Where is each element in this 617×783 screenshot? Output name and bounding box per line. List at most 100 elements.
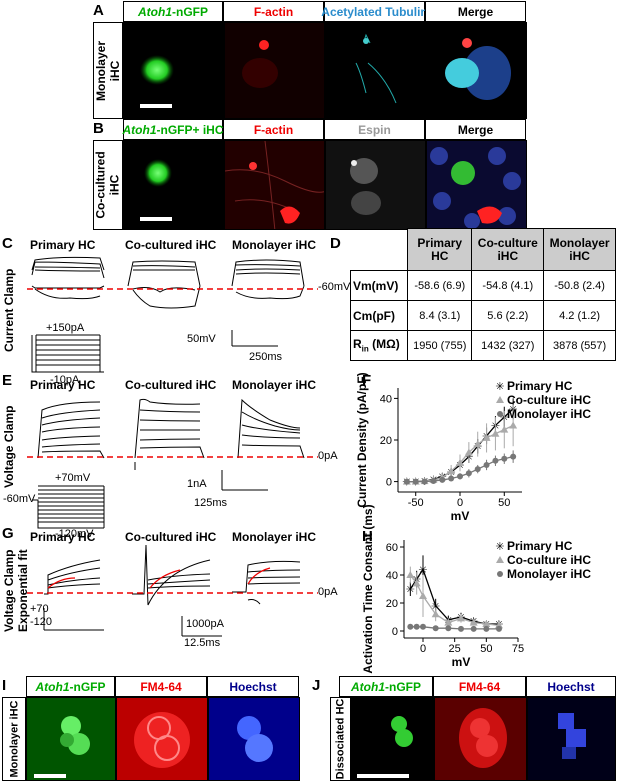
legend-entry: Monolayer iHC	[507, 567, 591, 581]
header-j-fm: FM4-64	[433, 676, 526, 697]
data-point	[421, 478, 428, 485]
scale-i-e: 1nA	[187, 478, 207, 490]
data-point	[501, 455, 508, 462]
hold-label-e: -60mV	[3, 493, 36, 505]
data-point	[496, 556, 504, 563]
x-tick-label: 50	[498, 497, 510, 509]
data-point	[412, 579, 421, 587]
legend-entry: Co-culture iHC	[507, 393, 591, 407]
scale-t-g: 12.5ms	[184, 637, 221, 649]
data-point	[482, 620, 491, 627]
y-axis-label: Activation Time Consant (ms)	[361, 504, 375, 673]
scale-v-c: 50mV	[187, 333, 216, 345]
header-a-tubulin: Acetylated Tubulin	[321, 1, 428, 22]
header-j-gfp: Atoh1 -nGFP	[339, 676, 433, 697]
x-tick-label: 0	[457, 497, 463, 509]
header-b-merge: Merge	[425, 119, 526, 140]
ref-label-c: -60mV	[318, 281, 351, 293]
data-point	[403, 478, 410, 485]
data-point	[412, 478, 419, 485]
x-tick-label: 75	[512, 643, 524, 655]
image-a-merge	[426, 22, 527, 119]
image-a-gfp	[123, 22, 224, 119]
data-point	[419, 592, 427, 599]
table-row: Rin (MΩ) 1950 (755) 1432 (327) 3878 (557…	[349, 330, 616, 361]
col-title-g-2: Co-cultured iHC	[125, 530, 217, 544]
table-row: Vm(mV) -58.6 (6.9) -54.8 (4.1) -50.8 (2.…	[349, 270, 616, 301]
legend-entry: Primary HC	[507, 379, 573, 393]
data-point	[456, 458, 464, 466]
header-b-gfp: Atoh1 -nGFP+ iHC	[123, 119, 224, 140]
data-point: ✳	[495, 540, 504, 553]
data-point: ✳	[495, 380, 504, 393]
data-point	[431, 610, 440, 618]
data-point	[432, 625, 439, 632]
data-point	[473, 440, 482, 448]
image-i-fm	[116, 697, 208, 781]
image-j-fm	[434, 697, 527, 781]
header-a-merge: Merge	[425, 1, 526, 22]
y-tick-label: 20	[386, 598, 398, 610]
panel-letter-h: H	[362, 528, 373, 545]
data-point: ✳	[431, 600, 440, 613]
image-b-espin	[325, 140, 426, 230]
header-i-gfp: Atoh1 -nGFP	[26, 676, 115, 697]
data-point	[491, 429, 500, 437]
data-point	[496, 625, 502, 632]
data-point	[413, 623, 420, 630]
header-i-hoechst: Hoechst	[207, 676, 299, 697]
col-title-e-1: Primary HC	[30, 378, 96, 392]
scale-t-e: 125ms	[194, 497, 228, 509]
data-point	[483, 625, 490, 632]
image-b-factin	[224, 140, 325, 230]
x-tick-label: -50	[408, 497, 424, 509]
panel-letter-a: A	[93, 2, 104, 19]
data-point	[465, 470, 472, 477]
data-point	[496, 396, 504, 403]
x-tick-label: 0	[420, 643, 426, 655]
scale-t-c: 250ms	[249, 351, 283, 363]
legend-entry: Primary HC	[507, 539, 573, 553]
data-point	[458, 625, 464, 632]
col-title-c-1: Primary HC	[30, 238, 96, 252]
col-title-c-3: Monolayer iHC	[232, 238, 317, 252]
panel-letter-b: B	[93, 120, 104, 137]
panel-letter-c: C	[2, 235, 13, 252]
data-point	[439, 476, 446, 483]
data-point	[469, 618, 478, 626]
data-point: ✳	[406, 583, 415, 596]
stim-bottom-c: -10pA	[50, 374, 80, 386]
col-title-e-3: Monolayer iHC	[232, 378, 317, 392]
y-tick-label: 20	[380, 435, 392, 447]
image-b-merge	[426, 140, 527, 230]
data-point	[497, 571, 503, 577]
panel-letter-i: I	[2, 677, 7, 694]
header-i-fm: FM4-64	[115, 676, 207, 697]
gfp-cell-a	[140, 55, 174, 108]
data-point	[483, 461, 490, 468]
stats-table: Primary HC Co-culture iHC Monolayer iHC Vm(…	[349, 228, 616, 361]
y-tick-label: 0	[386, 477, 392, 489]
data-point	[445, 625, 452, 632]
ref-label-e: 0pA	[318, 450, 338, 462]
image-j-gfp	[351, 697, 434, 781]
legend-entry: Monolayer iHC	[507, 407, 591, 421]
data-point	[420, 623, 426, 630]
y-tick-label: 40	[386, 570, 398, 582]
image-a-tubulin	[325, 22, 426, 119]
data-point	[482, 433, 491, 441]
image-b-gfp	[123, 140, 224, 230]
image-a-factin	[224, 22, 325, 119]
data-point	[492, 457, 499, 464]
stim-bottom-g: -120	[30, 616, 53, 628]
image-i-gfp	[26, 697, 116, 781]
data-point	[500, 425, 509, 433]
data-point	[447, 467, 456, 475]
data-point	[495, 621, 503, 629]
image-i-hoechst	[208, 697, 300, 781]
data-point	[510, 453, 517, 460]
data-point	[457, 614, 465, 622]
